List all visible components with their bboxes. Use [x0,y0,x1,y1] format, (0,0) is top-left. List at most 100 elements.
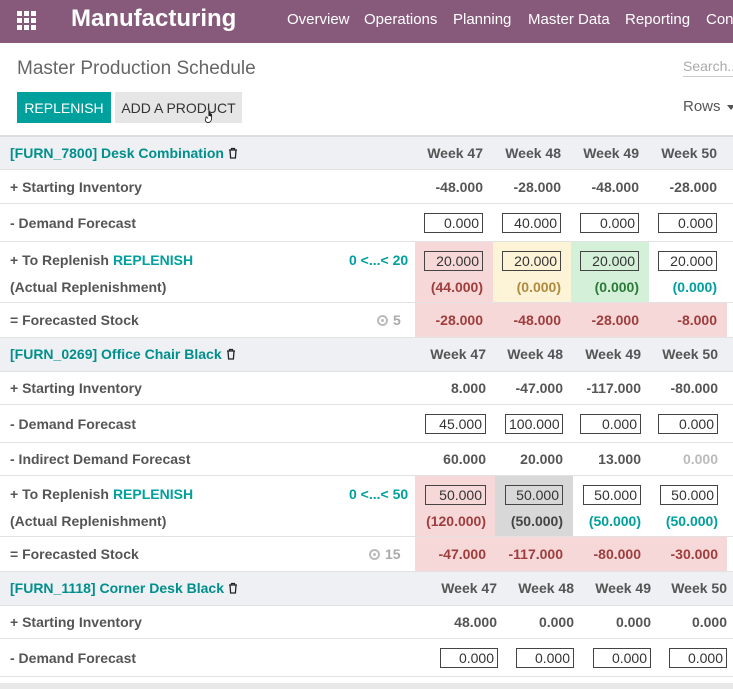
starting-inventory-row: + Starting Inventory 48.000 0.000 0.000 … [0,606,733,639]
to-replenish-input[interactable] [424,251,483,271]
cell-value: 0.000 [682,451,718,467]
demand-forecast-input[interactable] [658,414,718,434]
cell-value: 0.000 [691,614,727,630]
route-indicator[interactable]: 5 [377,312,401,328]
demand-forecast-input[interactable] [440,648,498,668]
divider [0,135,733,137]
cell-value: -48.000 [591,179,639,195]
starting-inventory-row: + Starting Inventory 8.000 -47.000 -117.… [0,372,733,405]
safety-stock-bounds[interactable]: 0 <...< 20 [349,252,409,268]
rows-label: Rows [683,98,721,115]
menu-overview[interactable]: Overview [287,11,350,28]
replenish-link[interactable]: REPLENISH [112,486,194,502]
actual-replenishment-value: (0.000) [516,279,561,295]
demand-forecast-input[interactable] [580,414,641,434]
menu-reporting[interactable]: Reporting [625,11,691,28]
actual-replenishment-value: (44.000) [430,279,483,295]
chevron-down-icon [726,104,733,110]
demand-forecast-input[interactable] [580,213,639,233]
rows-dropdown[interactable]: Rows [683,98,733,115]
cell-value: 20.000 [520,451,563,467]
week-header: Week 47 [441,580,497,596]
demand-forecast-input[interactable] [669,648,727,668]
to-replenish-input[interactable] [660,485,718,505]
app-brand[interactable]: Manufacturing [71,5,237,32]
demand-forecast-input[interactable] [593,648,651,668]
trash-icon[interactable] [228,582,238,594]
forecasted-stock-value: -28.000 [435,312,483,328]
week-header: Week 49 [583,145,639,161]
demand-forecast-input[interactable] [424,213,483,233]
to-replenish-input[interactable] [658,251,717,271]
demand-forecast-input[interactable] [505,414,563,434]
menu-master-data[interactable]: Master Data [528,11,610,28]
actual-replenishment-value: (50.000) [665,513,718,529]
safety-stock-bounds[interactable]: 0 <...< 50 [349,486,409,502]
demand-forecast-input[interactable] [425,414,486,434]
cell-value: 13.000 [598,451,641,467]
row-label: - Demand Forecast [10,215,137,231]
actual-replenishment-value: (0.000) [594,279,639,295]
week-header: Week 48 [505,145,561,161]
week-header: Week 50 [671,580,727,596]
replenish-button[interactable]: REPLENISH [17,92,111,123]
demand-forecast-input[interactable] [516,648,574,668]
route-icon [377,315,388,326]
to-replenish-input[interactable] [502,251,561,271]
product-name-link[interactable]: [FURN_0269] Office Chair Black [10,346,236,362]
week-header: Week 49 [585,346,641,362]
page-title: Master Production Schedule [17,58,256,79]
search-input[interactable] [683,55,733,77]
demand-forecast-input[interactable] [502,213,561,233]
to-replenish-input[interactable] [580,251,639,271]
product-name-link[interactable]: [FURN_1118] Corner Desk Black [10,580,238,596]
actual-replenishment-value: (50.000) [588,513,641,529]
indirect-demand-row: - Indirect Demand Forecast 60.000 20.000… [0,443,733,476]
replenish-link[interactable]: REPLENISH [112,252,194,268]
actual-replenishment-value: (50.000) [510,513,563,529]
trash-icon[interactable] [228,147,238,159]
row-label: - Demand Forecast [10,416,137,432]
demand-forecast-input[interactable] [658,213,717,233]
to-replenish-input[interactable] [583,485,641,505]
menu-operations[interactable]: Operations [364,11,438,28]
top-navbar: Manufacturing Overview Operations Planni… [0,0,733,43]
row-label: + To Replenish REPLENISH [10,486,193,502]
actual-replenishment-value: (0.000) [672,279,717,295]
menu-planning[interactable]: Planning [453,11,512,28]
to-replenish-label: + To Replenish [10,252,109,268]
product-header-row: [FURN_7800] Desk Combination Week 47 Wee… [0,137,733,170]
cell-bg-negative [415,303,727,337]
cell-bg-negative [415,537,727,571]
to-replenish-label: + To Replenish [10,486,109,502]
forecasted-stock-value: -28.000 [591,312,639,328]
route-count: 15 [385,546,401,562]
forecasted-stock-value: -30.000 [670,546,718,562]
trash-icon[interactable] [226,348,236,360]
row-label: + Starting Inventory [10,179,142,195]
product-header-row: [FURN_0269] Office Chair Black Week 47 W… [0,338,733,372]
actual-replenishment-label: (Actual Replenishment) [10,513,167,529]
forecasted-stock-value: -8.000 [677,312,717,328]
row-label: = Forecasted Stock [10,312,139,328]
route-count: 5 [393,312,401,328]
week-header: Week 50 [661,145,717,161]
route-icon [369,549,380,560]
route-indicator[interactable]: 15 [369,546,401,562]
row-label: + Starting Inventory [10,614,142,630]
to-replenish-input[interactable] [425,485,486,505]
row-label: + Starting Inventory [10,380,142,396]
demand-forecast-row: - Demand Forecast [0,639,733,677]
apps-menu-icon[interactable] [17,11,36,30]
cell-value: 60.000 [443,451,486,467]
cell-value: -80.000 [670,380,718,396]
menu-configuration[interactable]: Conf [706,11,733,28]
add-product-button[interactable]: ADD A PRODUCT [115,92,242,123]
cell-value: 0.000 [615,614,651,630]
cell-value: -28.000 [669,179,717,195]
cell-value: -117.000 [586,380,642,396]
product-name-link[interactable]: [FURN_7800] Desk Combination [10,145,238,161]
to-replenish-input[interactable] [505,485,563,505]
